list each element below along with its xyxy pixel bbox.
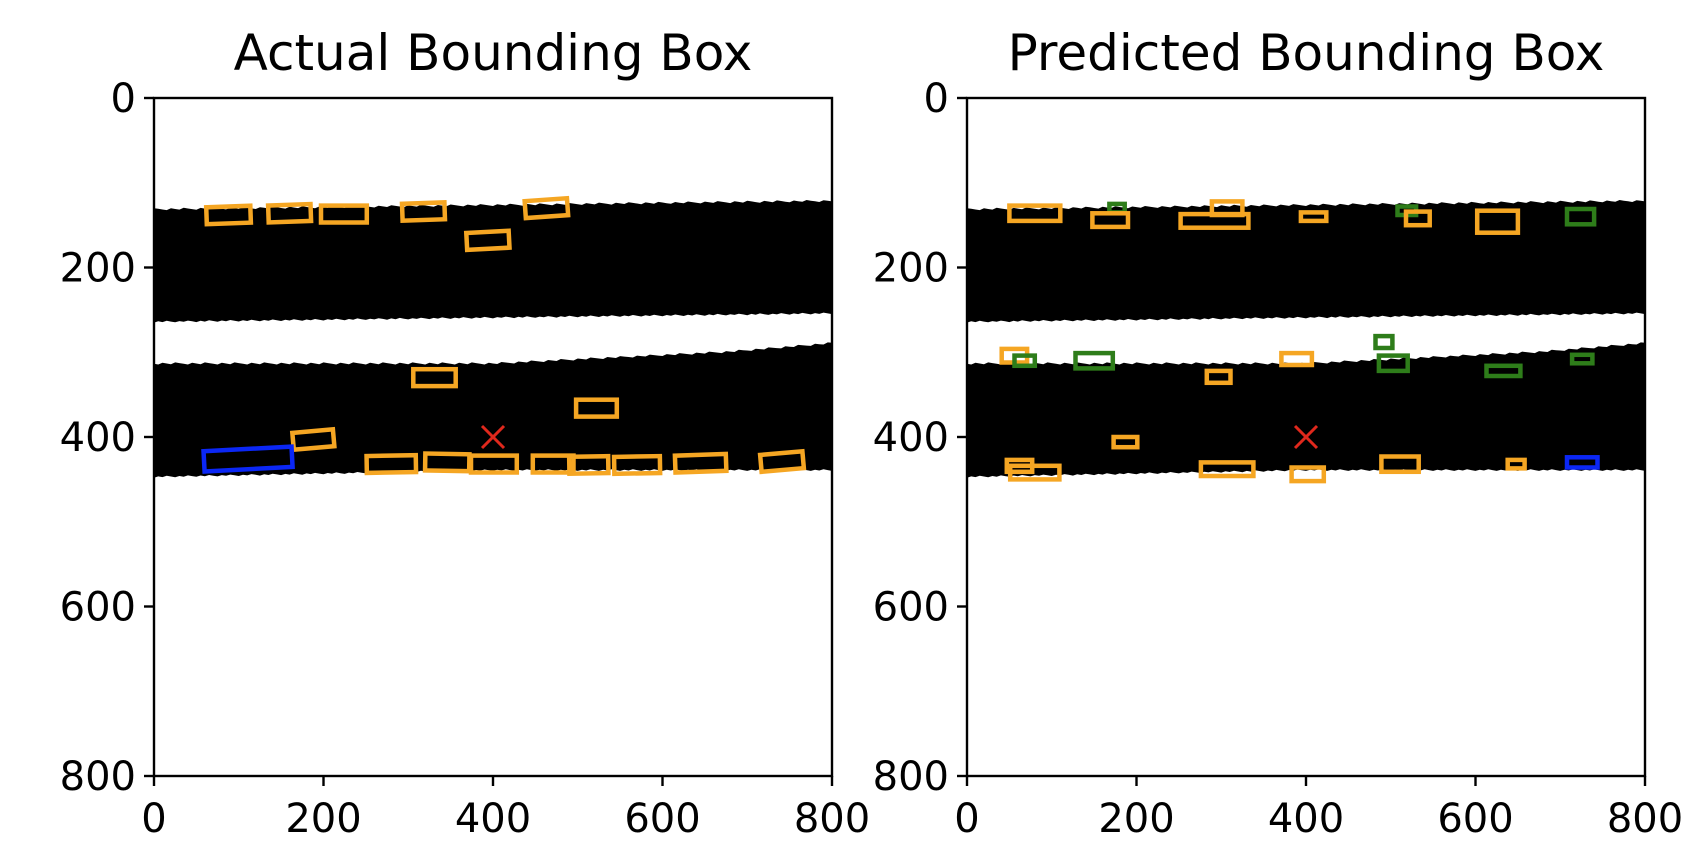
y-tick-label: 200 — [60, 246, 136, 292]
y-tick-label: 600 — [873, 585, 949, 631]
y-tick-label: 400 — [60, 415, 136, 461]
y-tick-label: 200 — [873, 246, 949, 292]
y-tick-label: 400 — [873, 415, 949, 461]
bounding-boxes — [201, 195, 807, 477]
actual-bbox-plot: Actual Bounding Box 0 200 400 600 800 0 200 40… — [60, 24, 871, 842]
car-bounding-box — [1090, 211, 1131, 230]
target-marker-stroke — [1293, 424, 1319, 450]
x-axis: 0 200 400 600 800 — [954, 776, 1683, 842]
car-bounding-box — [1111, 434, 1140, 450]
car-bounding-box — [1298, 210, 1329, 224]
truck-bounding-box — [1564, 206, 1597, 227]
plot-title: Actual Bounding Box — [234, 24, 753, 82]
car-bounding-box — [530, 453, 576, 475]
bounding-boxes — [999, 199, 1600, 484]
truck-bounding-box — [1484, 363, 1523, 379]
car-bounding-box — [1007, 203, 1063, 224]
x-tick-label: 200 — [1098, 796, 1174, 842]
x-tick-label: 400 — [455, 796, 531, 842]
car-bounding-box — [1379, 454, 1421, 475]
car-bounding-box — [672, 451, 729, 475]
car-bounding-box — [1198, 460, 1256, 479]
x-tick-label: 200 — [285, 796, 361, 842]
target-marker-stroke — [480, 424, 506, 450]
y-tick-label: 800 — [60, 754, 136, 800]
target-marker — [1293, 424, 1319, 450]
target-marker-layer — [480, 424, 506, 450]
y-tick-label: 0 — [111, 76, 136, 122]
car-bounding-box — [566, 453, 611, 477]
car-bounding-box — [318, 203, 370, 225]
y-axis: 0 200 400 600 800 — [873, 76, 967, 800]
road-band — [154, 342, 832, 478]
car-bounding-box — [522, 195, 571, 221]
y-tick-label: 600 — [60, 585, 136, 631]
road-band — [967, 200, 1645, 323]
x-tick-label: 0 — [141, 796, 166, 842]
y-tick-label: 0 — [924, 76, 949, 122]
ego-bounding-box — [201, 444, 295, 474]
target-marker — [480, 424, 506, 450]
car-bounding-box — [1289, 465, 1327, 484]
truck-bounding-box — [1012, 353, 1038, 369]
car-bounding-box — [1403, 209, 1432, 228]
car-bounding-box — [463, 228, 512, 253]
car-bounding-box — [1279, 350, 1315, 368]
car-bounding-box — [364, 452, 419, 476]
car-bounding-box — [1007, 463, 1062, 482]
x-tick-label: 800 — [794, 796, 870, 842]
car-bounding-box — [289, 426, 337, 453]
road-layer — [154, 200, 832, 478]
car-bounding-box — [1178, 211, 1251, 230]
x-tick-label: 400 — [1268, 796, 1344, 842]
y-tick-label: 800 — [873, 754, 949, 800]
predicted-bbox-plot: Predicted Bounding Box 0 200 400 600 800 0 20… — [873, 24, 1684, 842]
car-bounding-box — [203, 203, 254, 227]
car-bounding-box — [611, 453, 663, 477]
truck-bounding-box — [1569, 352, 1595, 366]
x-tick-label: 600 — [624, 796, 700, 842]
truck-bounding-box — [1373, 333, 1395, 351]
car-bounding-box — [1204, 368, 1233, 386]
x-tick-label: 800 — [1607, 796, 1683, 842]
car-bounding-box — [1474, 208, 1521, 235]
car-bounding-box — [411, 366, 458, 389]
x-tick-label: 600 — [1437, 796, 1513, 842]
car-bounding-box — [573, 397, 620, 419]
car-bounding-box — [1505, 457, 1527, 471]
road-band — [154, 200, 832, 323]
target-marker-layer — [1293, 424, 1319, 450]
plot-title: Predicted Bounding Box — [1008, 24, 1605, 82]
road-band — [967, 342, 1645, 478]
car-bounding-box — [265, 201, 314, 225]
ego-bounding-box — [1564, 455, 1600, 470]
y-axis: 0 200 400 600 800 — [60, 76, 154, 800]
car-bounding-box — [757, 448, 807, 475]
x-axis: 0 200 400 600 800 — [141, 776, 870, 842]
car-bounding-box — [399, 200, 448, 224]
truck-bounding-box — [1376, 353, 1410, 374]
car-bounding-box — [468, 453, 520, 475]
x-tick-label: 0 — [954, 796, 979, 842]
truck-bounding-box — [1073, 350, 1116, 371]
